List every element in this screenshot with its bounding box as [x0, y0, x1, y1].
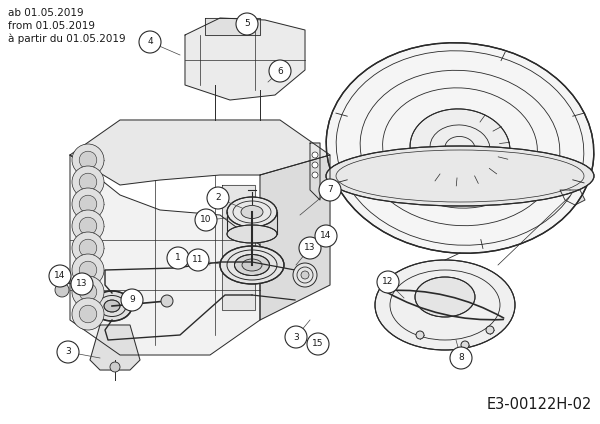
Ellipse shape — [74, 274, 96, 292]
Circle shape — [269, 60, 291, 82]
Circle shape — [461, 341, 469, 349]
Circle shape — [79, 217, 97, 235]
Polygon shape — [185, 18, 305, 100]
Ellipse shape — [375, 260, 515, 350]
Circle shape — [312, 152, 318, 158]
Circle shape — [416, 331, 424, 339]
Circle shape — [72, 254, 104, 286]
Circle shape — [315, 225, 337, 247]
Circle shape — [307, 333, 329, 355]
Polygon shape — [90, 325, 140, 370]
Circle shape — [299, 237, 321, 259]
Circle shape — [79, 305, 97, 323]
Text: 13: 13 — [304, 243, 316, 253]
Text: 5: 5 — [244, 20, 250, 28]
Text: 4: 4 — [147, 37, 153, 47]
Polygon shape — [560, 190, 585, 205]
Circle shape — [450, 347, 472, 369]
Text: à partir du 01.05.2019: à partir du 01.05.2019 — [8, 34, 125, 45]
Polygon shape — [260, 155, 330, 320]
Circle shape — [236, 13, 258, 35]
Text: 15: 15 — [312, 340, 324, 349]
Text: 14: 14 — [55, 271, 65, 281]
Circle shape — [486, 326, 494, 334]
Circle shape — [79, 283, 97, 301]
Circle shape — [319, 179, 341, 201]
Ellipse shape — [227, 197, 277, 227]
Circle shape — [72, 232, 104, 264]
Ellipse shape — [235, 254, 269, 276]
Circle shape — [72, 144, 104, 176]
Ellipse shape — [241, 206, 263, 218]
Polygon shape — [310, 143, 320, 200]
Circle shape — [79, 151, 97, 169]
Text: 10: 10 — [200, 215, 212, 224]
Circle shape — [312, 337, 328, 353]
Text: 3: 3 — [293, 332, 299, 341]
Circle shape — [207, 187, 229, 209]
Polygon shape — [205, 18, 260, 35]
Text: 2: 2 — [215, 193, 221, 203]
Text: E3-00122H-02: E3-00122H-02 — [487, 397, 592, 412]
Text: 14: 14 — [320, 232, 332, 240]
Circle shape — [79, 239, 97, 257]
Circle shape — [195, 209, 217, 231]
Text: 12: 12 — [382, 277, 394, 287]
Ellipse shape — [415, 277, 475, 317]
Circle shape — [72, 276, 104, 308]
Ellipse shape — [242, 259, 262, 271]
Ellipse shape — [410, 109, 510, 187]
Circle shape — [72, 298, 104, 330]
Text: 6: 6 — [277, 67, 283, 75]
Ellipse shape — [220, 246, 284, 284]
Circle shape — [49, 265, 71, 287]
Circle shape — [301, 271, 309, 279]
Text: 3: 3 — [65, 348, 71, 357]
Polygon shape — [222, 185, 255, 310]
Circle shape — [293, 263, 317, 287]
Circle shape — [79, 261, 97, 279]
Circle shape — [377, 271, 399, 293]
Circle shape — [285, 326, 307, 348]
Text: 8: 8 — [458, 354, 464, 363]
Circle shape — [72, 210, 104, 242]
Circle shape — [55, 283, 69, 297]
Circle shape — [79, 195, 97, 213]
Ellipse shape — [104, 300, 120, 312]
Text: 7: 7 — [327, 186, 333, 195]
Circle shape — [110, 362, 120, 372]
Circle shape — [79, 173, 97, 191]
Polygon shape — [70, 155, 260, 355]
Circle shape — [72, 166, 104, 198]
Text: 9: 9 — [129, 296, 135, 304]
Circle shape — [72, 188, 104, 220]
Text: 1: 1 — [175, 254, 181, 262]
Circle shape — [139, 31, 161, 53]
Circle shape — [121, 289, 143, 311]
Text: 13: 13 — [76, 279, 88, 288]
Ellipse shape — [326, 146, 594, 206]
Circle shape — [71, 273, 93, 295]
Circle shape — [187, 249, 209, 271]
Ellipse shape — [227, 225, 277, 243]
Circle shape — [312, 162, 318, 168]
Polygon shape — [70, 120, 330, 185]
Circle shape — [167, 247, 189, 269]
Ellipse shape — [92, 291, 132, 321]
Ellipse shape — [326, 43, 594, 253]
Text: 11: 11 — [192, 256, 204, 265]
Circle shape — [312, 172, 318, 178]
Text: from 01.05.2019: from 01.05.2019 — [8, 21, 95, 31]
Circle shape — [57, 341, 79, 363]
Text: ab 01.05.2019: ab 01.05.2019 — [8, 8, 83, 18]
Circle shape — [161, 295, 173, 307]
